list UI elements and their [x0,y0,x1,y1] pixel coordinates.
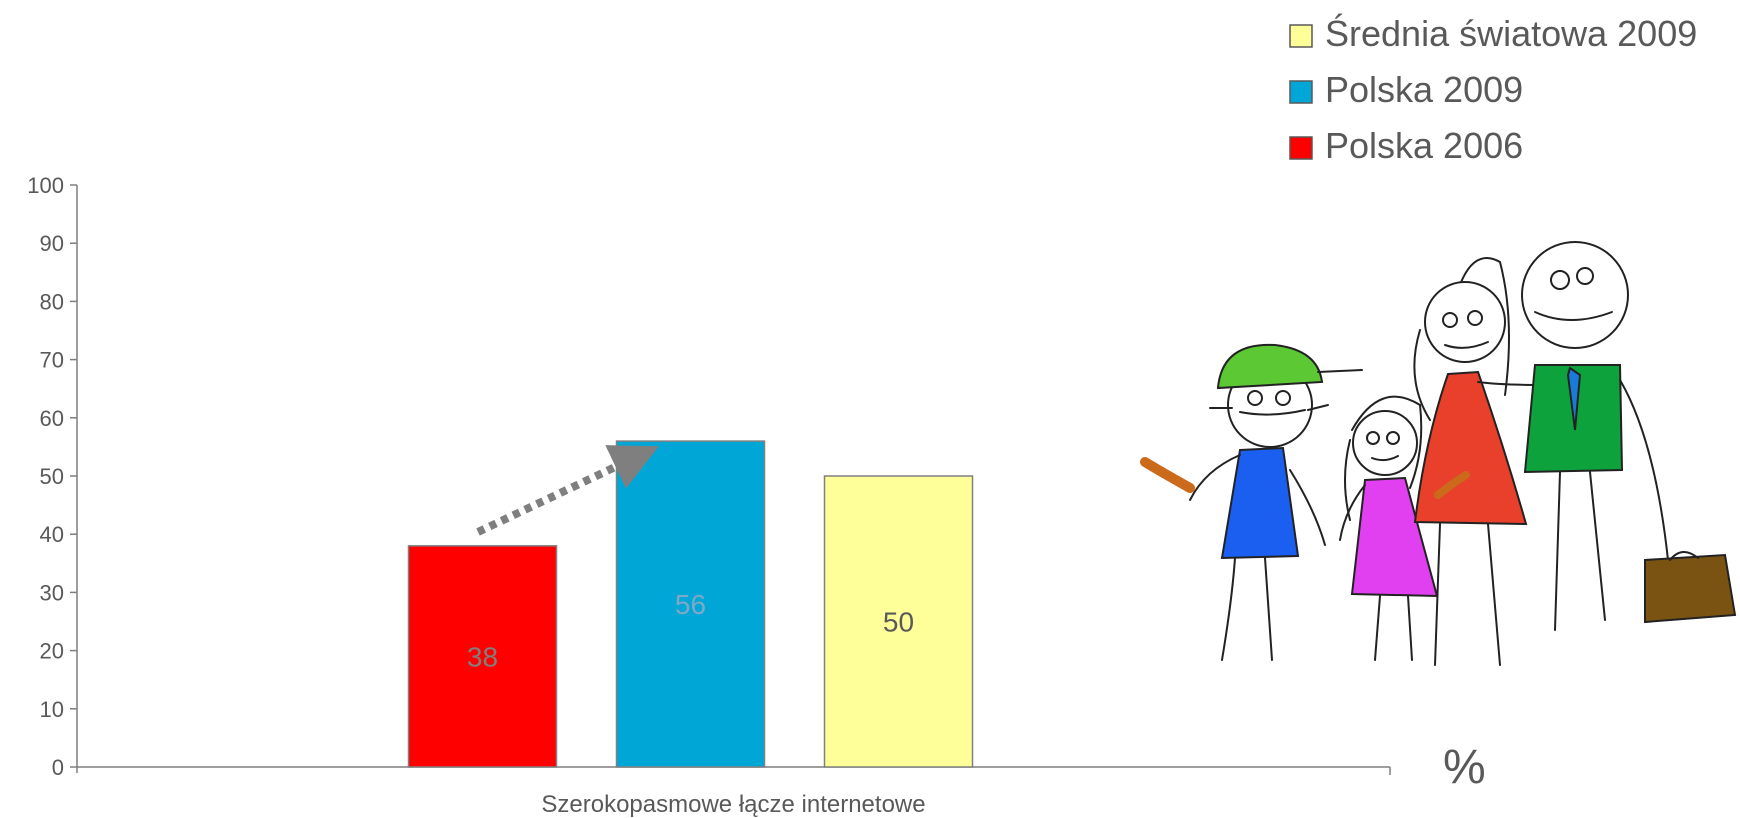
legend-swatch [1290,137,1312,159]
data-label: 56 [675,589,706,620]
unit-label: % [1443,741,1486,794]
y-tick-label: 100 [27,173,64,198]
y-tick-label: 60 [40,406,64,431]
legend: Średnia światowa 2009 Polska 2009 Polska 2… [1290,12,1697,166]
girl-figure [1340,397,1437,660]
legend-swatch [1290,81,1312,103]
y-tick-label: 80 [40,289,64,314]
data-label: 38 [467,641,498,672]
legend-label: Polska 2006 [1325,125,1523,166]
legend-label: Polska 2009 [1325,69,1523,110]
growth-arrow [478,460,630,532]
family-illustration [1145,242,1735,665]
y-tick-label: 0 [52,755,64,780]
y-tick-label: 10 [40,697,64,722]
y-tick-label: 20 [40,639,64,664]
boy-figure [1145,345,1362,660]
father-figure [1522,242,1735,630]
y-tick-label: 90 [40,231,64,256]
y-tick-label: 40 [40,522,64,547]
data-label: 50 [883,607,914,638]
legend-label: Średnia światowa 2009 [1325,12,1697,54]
category-label: Szerokopasmowe łącze internetowe [541,791,925,818]
legend-swatch [1290,25,1312,47]
y-tick-label: 70 [40,348,64,373]
y-tick-label: 50 [40,464,64,489]
y-tick-label: 30 [40,580,64,605]
